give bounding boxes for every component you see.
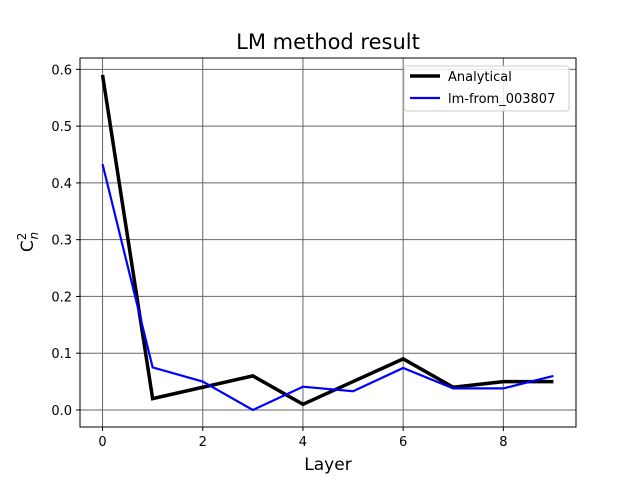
y-axis-label-superscript: 2	[15, 233, 29, 241]
x-axis-label: Layer	[304, 455, 351, 475]
plot-frame	[79, 57, 577, 428]
x-tick-label: 2	[199, 435, 207, 450]
series-line-analytical	[100, 74, 554, 407]
plot-area	[80, 58, 576, 427]
y-tick-label: 0.0	[51, 404, 72, 419]
series-line-lm-from-003807	[101, 163, 554, 412]
x-tick-label: 0	[98, 435, 106, 450]
x-tick-label: 8	[499, 435, 507, 450]
legend-label-lm-from-003807: lm-from_003807	[448, 92, 555, 107]
legend-box	[403, 65, 570, 112]
ticks: 0 2 4 6 8 0.0 0.1 0.2 0.3 0.4 0.5 0.6	[51, 63, 507, 450]
x-tick-label: 4	[299, 435, 307, 450]
y-tick-label: 0.4	[51, 177, 72, 192]
y-axis-label-base: C	[18, 240, 38, 252]
y-tick-label: 0.6	[51, 63, 72, 78]
series-layer	[100, 74, 554, 412]
y-axis-label-subscript: n	[27, 232, 41, 240]
legend: Analytical lm-from_003807	[403, 65, 570, 112]
grid	[80, 58, 576, 427]
y-tick-label: 0.5	[51, 120, 72, 135]
y-tick-label: 0.2	[51, 290, 72, 305]
x-tick-label: 6	[399, 435, 407, 450]
chart-title: LM method result	[236, 30, 420, 54]
y-tick-label: 0.1	[51, 347, 72, 362]
y-tick-label: 0.3	[51, 234, 72, 249]
legend-label-analytical: Analytical	[448, 70, 512, 85]
y-axis-label: C2n	[15, 232, 41, 252]
